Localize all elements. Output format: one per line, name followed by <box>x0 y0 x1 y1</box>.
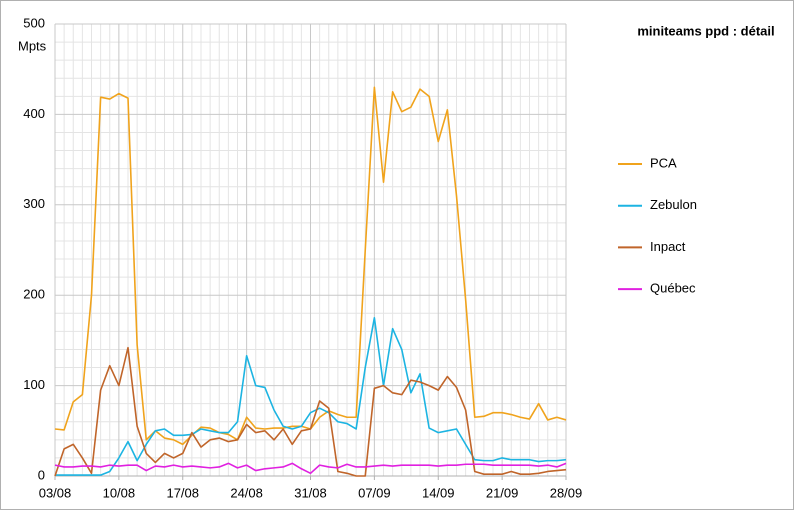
legend-label: Zebulon <box>650 197 697 212</box>
chart-title: miniteams ppd : détail <box>637 23 774 38</box>
x-tick-label: 14/09 <box>422 485 455 500</box>
y-tick-label: 200 <box>23 287 45 302</box>
x-tick-label: 31/08 <box>294 485 327 500</box>
x-tick-label: 03/08 <box>39 485 72 500</box>
series-line <box>55 317 567 476</box>
legend-label: PCA <box>650 155 677 170</box>
y-axis-label: Mpts <box>18 38 47 53</box>
x-tick-label: 10/08 <box>103 485 136 500</box>
x-tick-label: 21/09 <box>486 485 519 500</box>
x-tick-label: 24/08 <box>230 485 263 500</box>
series-line <box>54 346 567 477</box>
series-line <box>54 462 567 475</box>
y-tick-label: 0 <box>38 467 45 482</box>
legend-label: Inpact <box>650 239 686 254</box>
x-tick-label: 17/08 <box>166 485 199 500</box>
x-tick-label: 28/09 <box>550 485 583 500</box>
y-tick-label: 400 <box>23 106 45 121</box>
grid <box>54 23 567 477</box>
y-tick-label: 100 <box>23 377 45 392</box>
y-tick-label: 500 <box>23 15 45 30</box>
legend-label: Québec <box>650 281 696 296</box>
y-tick-label: 300 <box>23 196 45 211</box>
x-tick-label: 07/09 <box>358 485 391 500</box>
